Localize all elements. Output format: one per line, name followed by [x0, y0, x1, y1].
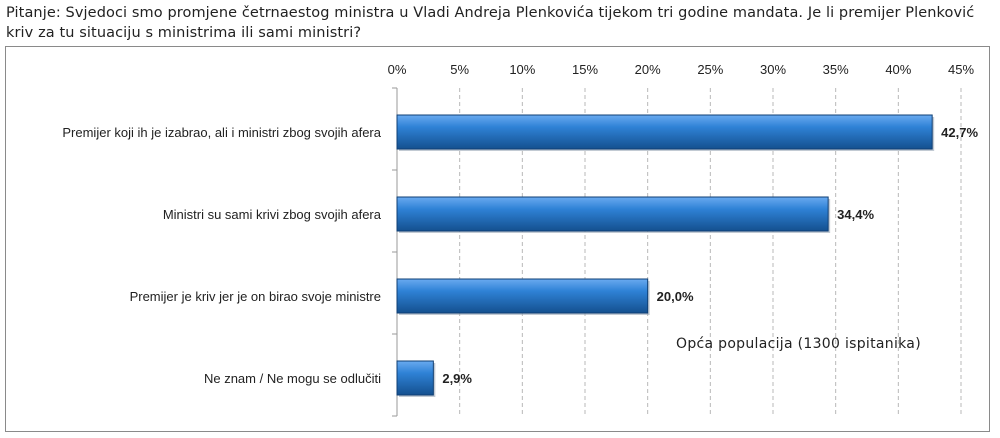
tick-label-0: 0%	[388, 62, 407, 77]
tick-label-30: 30%	[760, 62, 786, 77]
data-label: 34,4%	[837, 207, 874, 222]
sample-note: Opća populacija (1300 ispitanika)	[676, 336, 921, 352]
question-text: Pitanje: Svjedoci smo promjene četrnaest…	[6, 5, 975, 41]
tick-label-5: 5%	[450, 62, 469, 77]
category-label: Ne znam / Ne mogu se odlučiti	[204, 371, 381, 386]
tick-label-45: 45%	[948, 62, 974, 77]
data-label: 20,0%	[657, 289, 694, 304]
tick-label-35: 35%	[823, 62, 849, 77]
bar	[396, 114, 933, 150]
data-label: 2,9%	[442, 371, 472, 386]
data-label: 42,7%	[941, 125, 978, 140]
category-label: Ministri su sami krivi zbog svojih afera	[163, 207, 382, 222]
chart-frame	[5, 46, 990, 432]
bar	[396, 196, 829, 232]
tick-label-40: 40%	[885, 62, 911, 77]
tick-label-25: 25%	[697, 62, 723, 77]
tick-label-10: 10%	[509, 62, 535, 77]
tick-label-15: 15%	[572, 62, 598, 77]
bar	[396, 278, 649, 314]
tick-label-20: 20%	[635, 62, 661, 77]
bar	[396, 360, 434, 396]
category-label: Premijer koji ih je izabrao, ali i minis…	[62, 125, 381, 140]
category-label: Premijer je kriv jer je on birao svoje m…	[130, 289, 381, 304]
